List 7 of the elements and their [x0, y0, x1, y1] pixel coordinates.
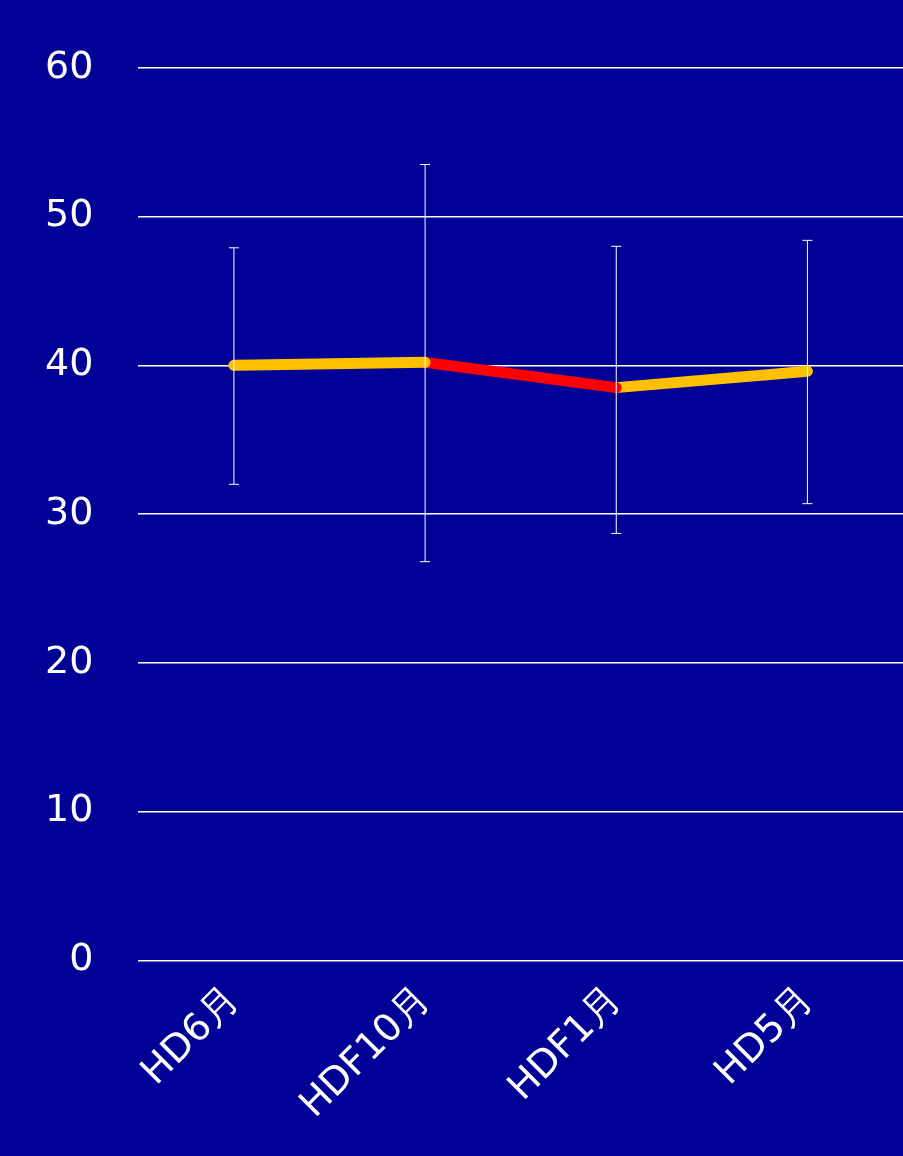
y-tick-label: 50 — [44, 191, 94, 236]
y-tick-label: 30 — [44, 488, 94, 533]
y-tick-label: 10 — [44, 786, 94, 831]
y-tick-label: 60 — [44, 42, 94, 87]
y-tick-label: 20 — [44, 637, 94, 682]
y-tick-label: 0 — [69, 935, 94, 980]
y-tick-label: 40 — [44, 340, 94, 385]
